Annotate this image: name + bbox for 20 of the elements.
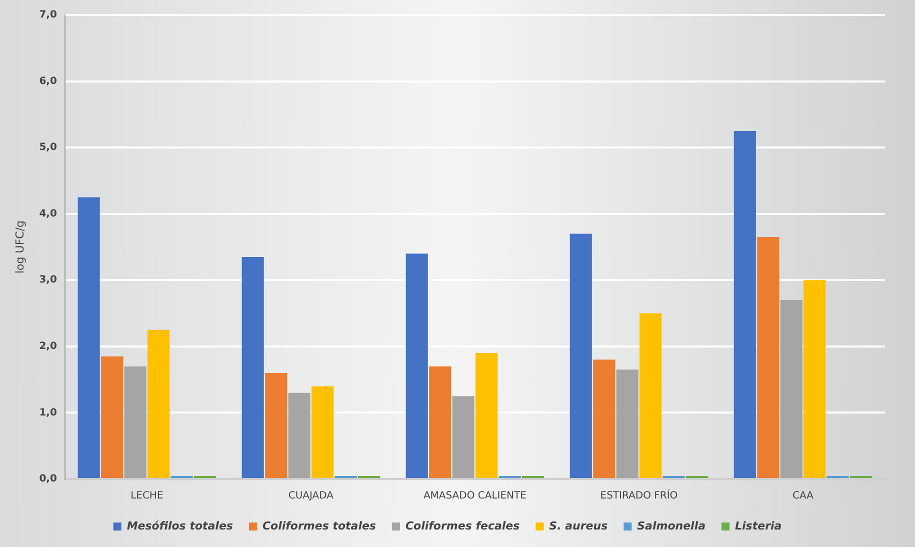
y-tick-label: 5,0 <box>39 142 57 154</box>
y-tick-label: 0,0 <box>39 474 57 485</box>
y-tick-label: 2,0 <box>39 341 57 352</box>
y-tick-label: 3,0 <box>39 274 57 286</box>
legend-label: Coliformes totales <box>262 519 376 532</box>
x-tick-label: CUAJADA <box>288 490 334 502</box>
y-tick-label: 1,0 <box>39 407 57 418</box>
legend-label: Coliformes fecales <box>405 519 520 532</box>
x-tick-label: ESTIRADO FRÍO <box>600 488 678 502</box>
x-tick-label: LECHE <box>130 490 164 502</box>
legend-label: Listeria <box>735 519 782 532</box>
y-tick-label: 4,0 <box>39 208 57 220</box>
y-tick-label: 7,0 <box>39 10 57 21</box>
legend-label: Salmonella <box>637 519 706 532</box>
x-tick-label: CAA <box>792 490 814 502</box>
y-axis-title: log UFC/g <box>13 220 26 274</box>
y-tick-label: 6,0 <box>39 76 57 87</box>
legend-label: S. aureus <box>549 519 608 532</box>
legend-label: Mesófilos totales <box>126 519 234 532</box>
x-tick-label: AMASADO CALIENTE <box>423 490 526 502</box>
